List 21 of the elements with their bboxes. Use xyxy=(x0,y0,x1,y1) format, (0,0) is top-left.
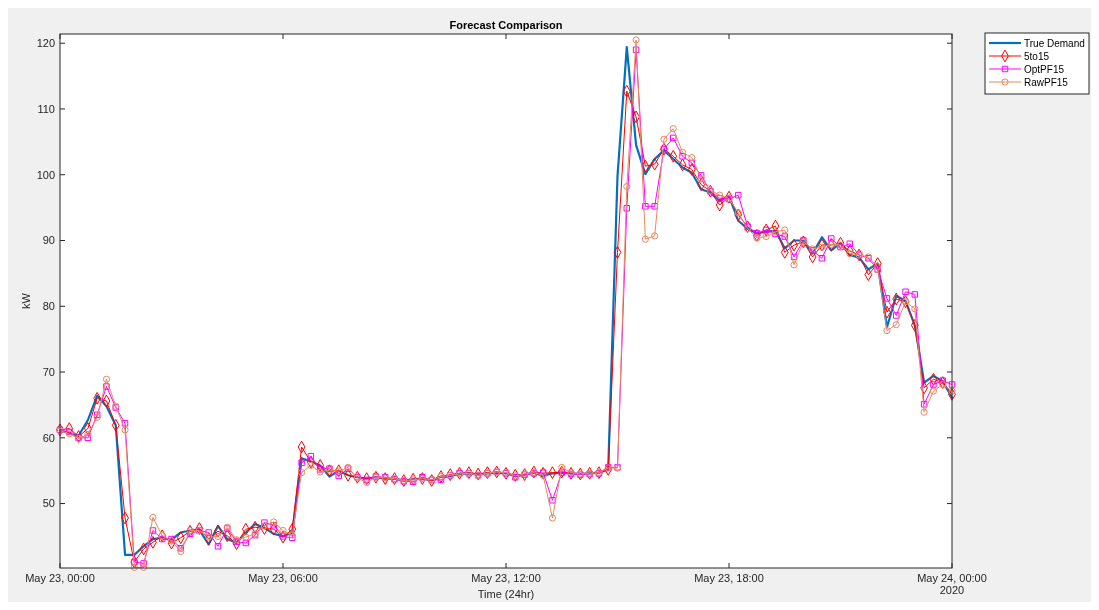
y-tick-label: 50 xyxy=(42,497,55,510)
y-axis-title: kW xyxy=(20,292,32,309)
legend-label: RawPF15 xyxy=(1024,76,1069,88)
y-tick-label: 90 xyxy=(42,234,55,247)
x-tick-label: May 23, 06:00 xyxy=(248,572,318,584)
chart-title: Forecast Comparison xyxy=(449,19,563,31)
x-tick-label: May 23, 18:00 xyxy=(694,572,764,584)
y-tick-label: 100 xyxy=(36,168,55,181)
y-tick-label: 80 xyxy=(42,300,55,313)
x-tick-label: May 24, 00:00 xyxy=(917,572,987,584)
x-tick-label: May 23, 12:00 xyxy=(471,572,541,584)
y-tick-label: 70 xyxy=(42,365,55,378)
legend-label: True Demand xyxy=(1024,37,1085,49)
y-tick-label: 60 xyxy=(42,431,55,444)
legend-label: OptPF15 xyxy=(1024,63,1065,75)
x-tick-label: May 23, 00:00 xyxy=(25,572,95,584)
legend-label: 5to15 xyxy=(1024,50,1050,62)
y-tick-label: 110 xyxy=(37,102,55,115)
text: 2020 xyxy=(939,584,965,596)
y-tick-label: 120 xyxy=(36,37,55,50)
x-axis-title: Time (24hr) xyxy=(477,588,535,600)
